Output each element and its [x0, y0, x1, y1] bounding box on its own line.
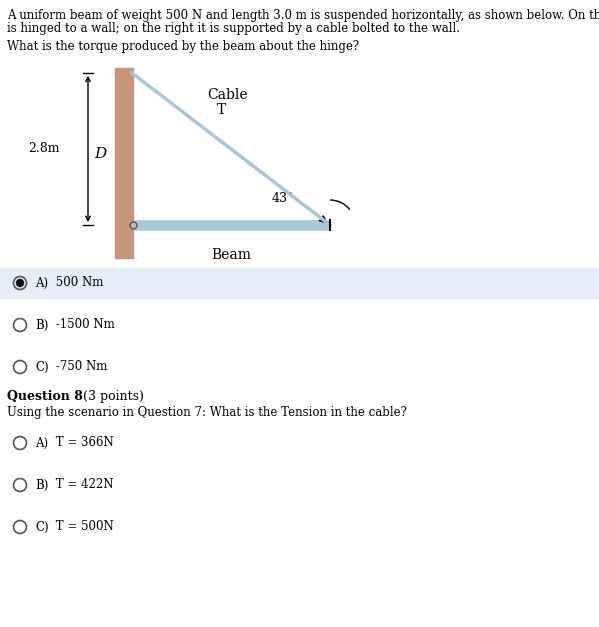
Text: T = 500N: T = 500N: [52, 520, 114, 534]
Text: Cable: Cable: [207, 88, 247, 102]
Text: T = 366N: T = 366N: [52, 436, 114, 450]
Bar: [133, 220, 330, 230]
Text: C): C): [35, 520, 49, 534]
Text: D: D: [94, 147, 106, 161]
Text: 500 Nm: 500 Nm: [52, 277, 104, 290]
Text: -750 Nm: -750 Nm: [52, 361, 107, 374]
Text: T = 422N: T = 422N: [52, 478, 113, 492]
Text: 2.8m: 2.8m: [29, 142, 60, 155]
Text: B): B): [35, 478, 49, 492]
Text: (3 points): (3 points): [79, 390, 144, 403]
Text: Beam: Beam: [211, 248, 252, 262]
Text: B): B): [35, 319, 49, 332]
Text: A): A): [35, 277, 48, 290]
Text: A uniform beam of weight 500 N and length 3.0 m is suspended horizontally, as sh: A uniform beam of weight 500 N and lengt…: [7, 9, 599, 22]
Text: T: T: [217, 103, 226, 117]
Text: -1500 Nm: -1500 Nm: [52, 319, 115, 332]
Text: C): C): [35, 361, 49, 374]
Text: Question 8: Question 8: [7, 390, 83, 403]
Text: Using the scenario in Question 7: What is the Tension in the cable?: Using the scenario in Question 7: What i…: [7, 406, 407, 419]
Bar: [0, 268, 599, 298]
Text: is hinged to a wall; on the right it is supported by a cable bolted to the wall.: is hinged to a wall; on the right it is …: [7, 22, 460, 35]
Text: 43°: 43°: [272, 192, 294, 205]
Circle shape: [17, 280, 23, 287]
Text: A): A): [35, 436, 48, 450]
Bar: [115, 68, 133, 258]
Text: What is the torque produced by the beam about the hinge?: What is the torque produced by the beam …: [7, 40, 359, 53]
